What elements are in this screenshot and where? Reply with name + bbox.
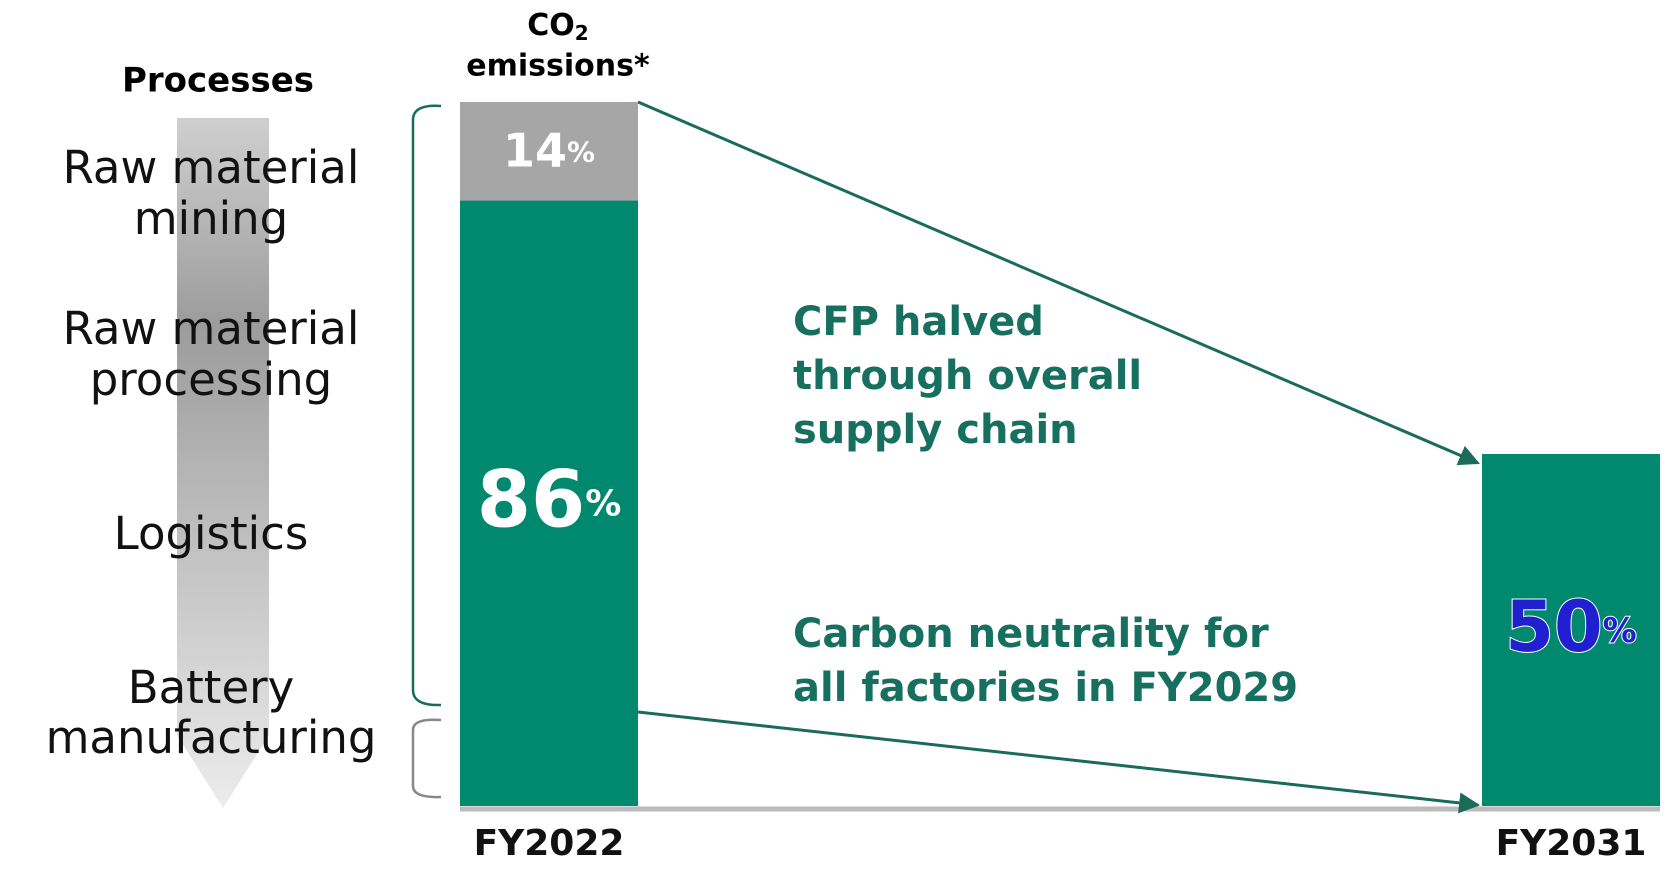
x-tick-label: FY2031 (1496, 823, 1647, 864)
axis-title: emissions* (466, 49, 650, 84)
process-label: Battery (128, 661, 295, 714)
process-label: Raw material (63, 302, 360, 355)
annotation: all factories in FY2029 (793, 665, 1298, 711)
bar-segment (460, 200, 638, 806)
process-label: mining (134, 192, 288, 245)
value-unit: % (585, 483, 621, 524)
annotation: Carbon neutrality for (793, 611, 1269, 657)
trend-arrow (637, 100, 1480, 466)
processes-title: Processes (122, 61, 314, 101)
annotation: CFP halved (793, 299, 1044, 345)
bracket (411, 104, 442, 707)
value-label: 86% (477, 456, 622, 546)
process-arrow (177, 118, 269, 808)
value-label: 14% (503, 123, 595, 177)
bar-segment (1482, 454, 1660, 806)
annotation: supply chain (793, 407, 1078, 453)
axis-title: CO2 (527, 8, 588, 45)
x-tick-label: FY2022 (474, 823, 625, 864)
value-number: 14 (503, 123, 567, 177)
bracket (411, 718, 442, 799)
trend-arrow (637, 710, 1481, 814)
value-number: 86 (477, 456, 586, 546)
bar-segment (460, 102, 638, 201)
annotation: through overall (793, 353, 1142, 399)
process-label: Raw material (63, 141, 360, 194)
process-label: manufacturing (46, 711, 377, 764)
process-label: processing (90, 353, 333, 406)
axis-title-sub: 2 (575, 21, 589, 45)
value-unit: % (567, 135, 595, 168)
value-unit: % (1603, 611, 1637, 651)
value-label: 50% (1505, 586, 1637, 668)
value-number: 50 (1505, 586, 1602, 668)
axis-title-main: CO (527, 8, 575, 43)
process-label: Logistics (114, 507, 309, 560)
